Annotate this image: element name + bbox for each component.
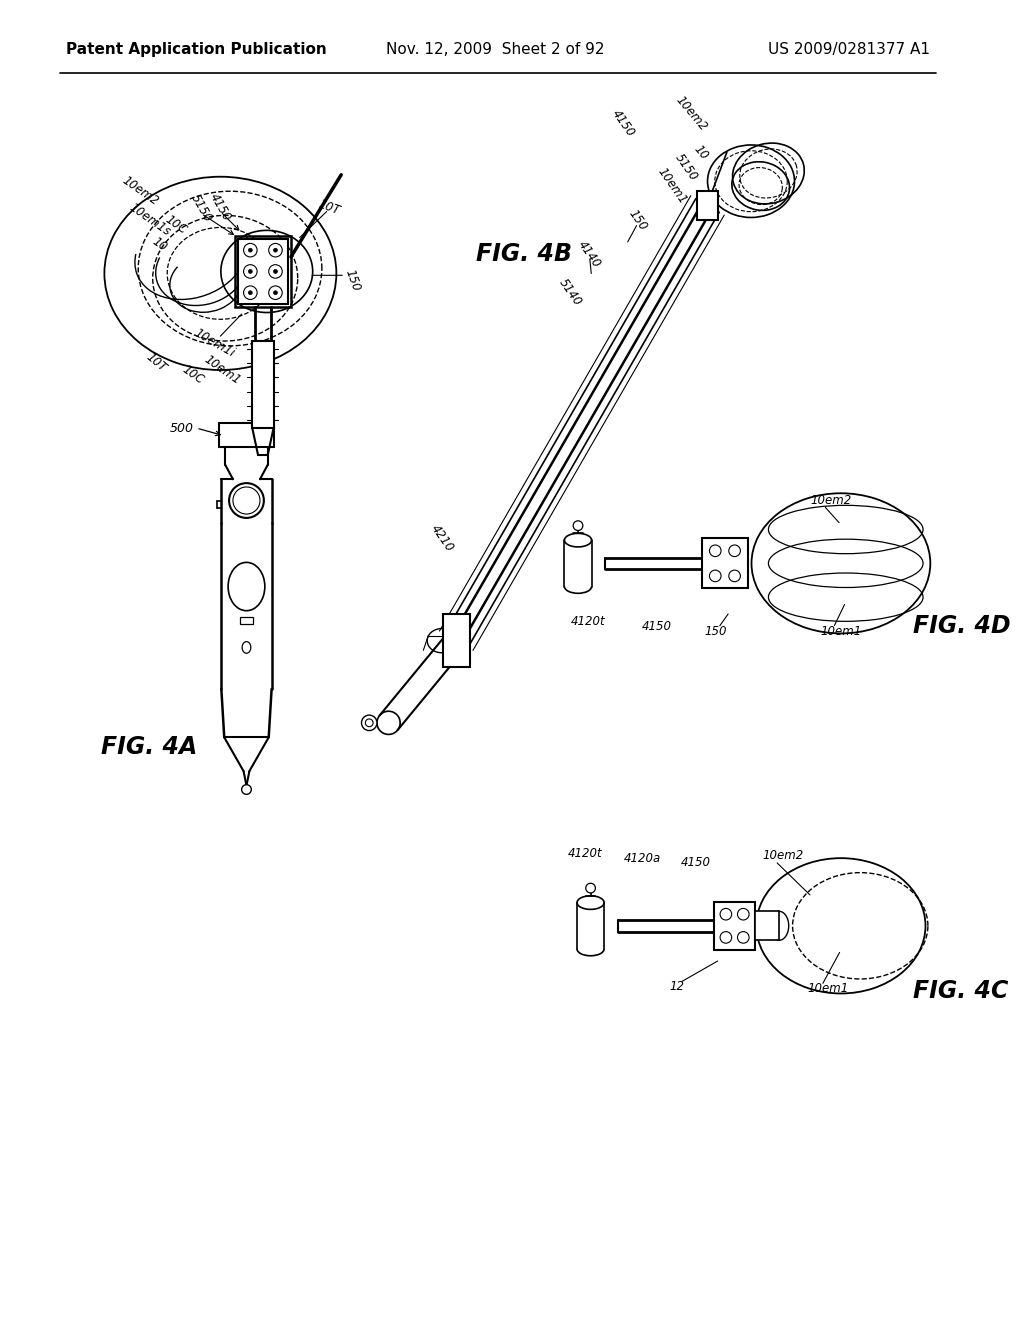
- Circle shape: [268, 243, 283, 257]
- Text: 10em1: 10em1: [820, 624, 861, 638]
- Text: FIG. 4A: FIG. 4A: [101, 735, 198, 759]
- Text: 4150: 4150: [681, 857, 711, 870]
- Circle shape: [249, 269, 252, 273]
- Text: 10em2: 10em2: [762, 849, 804, 862]
- Text: 12: 12: [669, 981, 684, 993]
- Circle shape: [586, 883, 595, 892]
- Circle shape: [249, 248, 252, 252]
- Text: FIG. 4C: FIG. 4C: [913, 978, 1009, 1003]
- Text: 5150: 5150: [673, 150, 700, 183]
- Text: 150: 150: [705, 624, 726, 638]
- Text: 4120a: 4120a: [625, 851, 662, 865]
- Text: 10em2: 10em2: [120, 174, 161, 209]
- Text: 10T: 10T: [144, 350, 169, 375]
- Text: 4120t: 4120t: [570, 615, 605, 628]
- Circle shape: [244, 243, 257, 257]
- Text: FIG. 4B: FIG. 4B: [475, 242, 571, 267]
- Text: 4150: 4150: [207, 191, 233, 224]
- Text: 4150: 4150: [609, 107, 637, 140]
- Circle shape: [710, 545, 721, 557]
- Text: 10em1: 10em1: [654, 166, 689, 207]
- Circle shape: [729, 570, 740, 582]
- Text: 10C: 10C: [163, 213, 189, 238]
- Circle shape: [366, 719, 373, 727]
- Text: 10em2: 10em2: [673, 94, 710, 133]
- Circle shape: [244, 286, 257, 300]
- Text: Patent Application Publication: Patent Application Publication: [66, 42, 327, 57]
- Bar: [701, 539, 749, 589]
- Text: 10em1i: 10em1i: [193, 326, 238, 360]
- Circle shape: [273, 290, 278, 294]
- Text: 4140: 4140: [575, 238, 603, 271]
- Text: 5150: 5150: [188, 193, 214, 224]
- Bar: [697, 191, 718, 220]
- Text: 10C: 10C: [180, 363, 207, 387]
- Circle shape: [573, 521, 583, 531]
- Circle shape: [710, 570, 721, 582]
- Circle shape: [273, 248, 278, 252]
- Circle shape: [268, 286, 283, 300]
- Text: 5140: 5140: [556, 277, 585, 309]
- Circle shape: [737, 908, 750, 920]
- Circle shape: [273, 269, 278, 273]
- Circle shape: [242, 784, 251, 795]
- Bar: [234, 236, 291, 308]
- Text: 4210: 4210: [429, 523, 457, 554]
- Text: 10em1s: 10em1s: [127, 202, 173, 239]
- Text: 10T: 10T: [316, 198, 341, 218]
- Text: 4120t: 4120t: [567, 847, 602, 859]
- Circle shape: [249, 290, 252, 294]
- Text: 10: 10: [691, 143, 711, 162]
- Circle shape: [361, 715, 377, 730]
- Bar: [755, 911, 779, 940]
- Text: 150: 150: [343, 268, 362, 293]
- Text: 10: 10: [150, 235, 169, 253]
- Text: 10em1: 10em1: [808, 982, 849, 995]
- Circle shape: [268, 265, 283, 279]
- Circle shape: [720, 908, 732, 920]
- Text: US 2009/0281377 A1: US 2009/0281377 A1: [768, 42, 930, 57]
- Text: 500: 500: [169, 421, 194, 434]
- Bar: [240, 616, 253, 624]
- Bar: [442, 614, 470, 667]
- Text: 10em1: 10em1: [202, 352, 243, 387]
- Text: 4150: 4150: [642, 619, 673, 632]
- Text: Nov. 12, 2009  Sheet 2 of 92: Nov. 12, 2009 Sheet 2 of 92: [386, 42, 604, 57]
- Circle shape: [729, 545, 740, 557]
- Text: FIG. 4D: FIG. 4D: [913, 614, 1011, 638]
- Bar: [715, 902, 755, 950]
- Text: 150: 150: [626, 207, 649, 234]
- Circle shape: [737, 932, 750, 944]
- Bar: [238, 239, 288, 305]
- Circle shape: [244, 265, 257, 279]
- Bar: [252, 341, 273, 428]
- Circle shape: [720, 932, 732, 944]
- Text: 10em2: 10em2: [811, 494, 852, 507]
